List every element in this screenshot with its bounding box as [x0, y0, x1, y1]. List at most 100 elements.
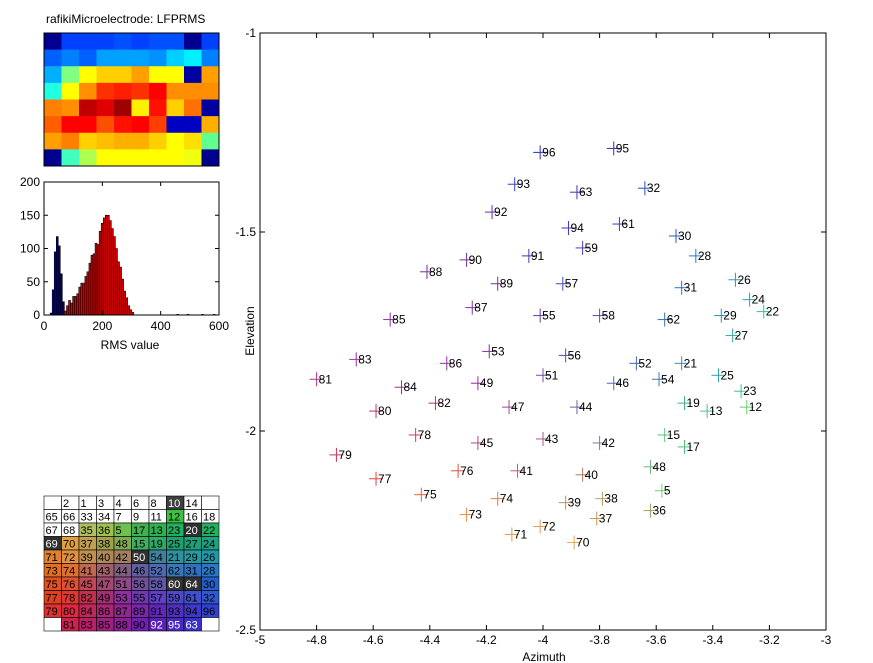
scatter-point-label: 32 — [647, 181, 661, 195]
heatmap-cell — [131, 82, 150, 100]
heatmap-cell — [201, 99, 220, 117]
scatter-point-label: 87 — [474, 301, 488, 315]
channel-cell-label: 48 — [116, 539, 128, 551]
histogram-frame — [43, 181, 220, 316]
scatter-point: 84 — [394, 380, 418, 395]
histogram-bar-red — [88, 262, 92, 316]
scatter-point-label: 28 — [698, 249, 712, 263]
channel-cell — [201, 617, 220, 632]
channel-cell-label: 72 — [63, 552, 75, 564]
heatmap-cell — [79, 49, 97, 67]
channel-cell-label: 94 — [186, 606, 198, 618]
heatmap-cell — [184, 132, 202, 150]
channel-cell-label: 42 — [116, 552, 128, 564]
scatter-ytick-label: -2.5 — [235, 623, 256, 637]
scatter-point: 46 — [606, 376, 629, 391]
heatmap-cell — [79, 99, 97, 117]
channel-header-cell-label: 2 — [63, 498, 69, 510]
heatmap-cell — [44, 132, 62, 150]
histogram-bar-red — [98, 230, 102, 316]
histogram-bar-red — [102, 217, 106, 316]
heatmap-cell — [184, 49, 202, 67]
histogram-bar-blue — [56, 236, 59, 316]
histogram-bar-red — [100, 222, 104, 316]
histogram-bar-red — [127, 305, 131, 316]
heatmap-cell — [44, 99, 62, 117]
channel-cell-label: 43 — [98, 566, 110, 578]
heatmap-cell — [184, 33, 202, 51]
histogram-bar-red — [64, 310, 67, 316]
channel-cell-label: 53 — [116, 593, 128, 605]
scatter-point: 26 — [728, 272, 751, 287]
scatter-point: 43 — [536, 431, 559, 446]
scatter-point: 59 — [575, 240, 598, 255]
histogram-bar-blue — [53, 251, 57, 316]
scatter-point: 53 — [482, 344, 505, 359]
scatter-point-label: 27 — [735, 328, 749, 342]
channel-cell-label: 87 — [116, 606, 128, 618]
heatmap-cell — [166, 33, 185, 51]
scatter-xtick-label: -3.2 — [759, 633, 780, 647]
channel-cell-label: 26 — [203, 552, 215, 564]
heatmap-cell — [61, 116, 80, 134]
channel-cell-label: 91 — [151, 606, 163, 618]
channel-cell-label: 50 — [133, 552, 145, 564]
channel-cell-label: 54 — [151, 552, 163, 564]
scatter-point: 87 — [465, 300, 488, 315]
channel-header-cell-label: 10 — [168, 498, 180, 510]
scatter-point: 90 — [459, 253, 482, 267]
scatter-point-label: 19 — [687, 396, 701, 410]
scatter-point: 39 — [558, 495, 582, 510]
scatter-point-label: 40 — [585, 468, 599, 482]
heatmap-cell — [44, 66, 62, 84]
heatmap-cell — [79, 66, 97, 84]
histogram-bar-red — [96, 244, 100, 316]
heatmap-cell — [96, 49, 115, 67]
scatter-point-label: 51 — [545, 368, 559, 382]
channel-cell-label: 65 — [46, 512, 58, 524]
scatter-point: 85 — [383, 312, 406, 327]
channel-cell-label: 17 — [133, 525, 145, 537]
scatter-point-label: 55 — [542, 309, 556, 323]
scatter-point-label: 56 — [568, 348, 582, 362]
heatmap-cell — [131, 99, 150, 117]
scatter-point-label: 26 — [737, 273, 751, 287]
heatmap-cell — [166, 49, 185, 67]
scatter-point-label: 47 — [511, 400, 525, 414]
channel-cell-label: 66 — [63, 512, 75, 524]
channel-cell-label: 71 — [46, 552, 58, 564]
histogram-bar-red — [86, 271, 90, 316]
histogram-bar-red — [111, 228, 114, 316]
heatmap-cell — [96, 149, 115, 167]
heatmap-cell — [44, 116, 62, 134]
channel-cell-label: 84 — [81, 606, 93, 618]
scatter-ytick-label: -2 — [245, 424, 256, 438]
scatter-point-label: 13 — [709, 404, 723, 418]
channel-cell-label: 62 — [168, 566, 180, 578]
histogram-ytick-label: 100 — [20, 242, 40, 256]
scatter-point-label: 30 — [678, 229, 692, 243]
channel-cell-label: 93 — [168, 606, 180, 618]
scatter-point: 72 — [533, 519, 556, 534]
scatter-point-label: 62 — [667, 313, 681, 327]
channel-cell-label: 36 — [98, 525, 110, 537]
channel-cell-label: 77 — [46, 593, 58, 605]
heatmap-cell — [61, 99, 80, 117]
heatmap-cell — [149, 33, 167, 51]
heatmap-cell — [44, 82, 62, 100]
channel-cell-label: 75 — [46, 579, 58, 591]
channel-cell-label: 47 — [98, 579, 110, 591]
scatter-point-label: 70 — [576, 535, 590, 549]
histogram-xtick-label: 400 — [151, 319, 171, 333]
heatmap-cell — [149, 82, 167, 100]
scatter-point: 42 — [592, 435, 615, 450]
scatter-point: 5 — [654, 483, 671, 498]
scatter-point-label: 39 — [568, 496, 582, 510]
channel-cell-label: 68 — [63, 525, 75, 537]
scatter-point: 21 — [674, 356, 697, 371]
scatter-point: 47 — [502, 400, 525, 415]
scatter-point-label: 84 — [404, 380, 418, 394]
scatter-point: 86 — [439, 356, 462, 371]
scatter-point-label: 75 — [423, 488, 437, 502]
heatmap-cell — [184, 116, 202, 134]
